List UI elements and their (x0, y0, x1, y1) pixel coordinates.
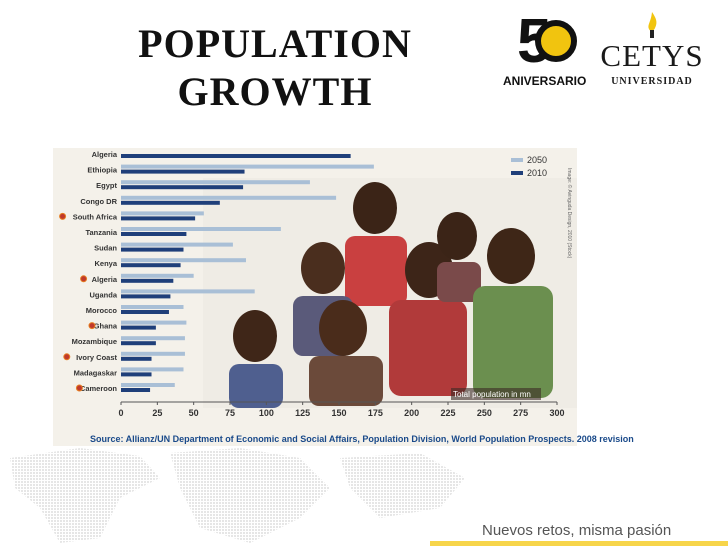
population-chart: Algeria Ethiopia Egypt Congo DR South Africa… (59, 150, 577, 418)
bar-2050-8 (121, 273, 194, 278)
category-label-10: Morocco (86, 306, 118, 315)
chart-panel: Algeria Ethiopia Egypt Congo DR South Africa… (53, 148, 577, 446)
bar-2050-2 (121, 180, 310, 185)
legend-label-2010: 2010 (527, 168, 547, 178)
tagline-bar (430, 541, 728, 546)
cetys-logo: CETYS UNIVERSIDAD (600, 10, 710, 90)
anniversary-logo: 5 ANIVERSARIO (503, 7, 595, 90)
bar-2050-10 (121, 305, 184, 309)
category-label-1: Ethiopia (87, 166, 117, 175)
x-tick-label-1: 25 (152, 408, 162, 418)
x-tick-label-3: 75 (225, 408, 235, 418)
bar-2050-14 (121, 367, 184, 372)
x-tick-label-9: 225 (440, 408, 455, 418)
category-label-14: Madagaskar (74, 368, 117, 377)
category-label-3: Congo DR (80, 197, 117, 206)
x-tick-label-6: 150 (331, 408, 346, 418)
anniversary-label: ANIVERSARIO (503, 74, 587, 88)
bar-2050-13 (121, 351, 185, 356)
bar-2010-3 (121, 200, 220, 205)
category-label-8: Algeria (92, 275, 118, 284)
bar-2010-5 (121, 232, 187, 236)
x-tick-label-7: 175 (368, 408, 383, 418)
bar-2050-11 (121, 320, 187, 325)
x-tick-label-11: 275 (513, 408, 528, 418)
bar-2010-6 (121, 247, 184, 252)
chart-category-labels: Algeria Ethiopia Egypt Congo DR South Africa… (59, 150, 118, 393)
bar-2050-12 (121, 336, 185, 341)
x-tick-label-0: 0 (118, 408, 123, 418)
bar-2010-11 (121, 325, 156, 330)
bar-2050-15 (121, 383, 175, 387)
x-tick-label-5: 125 (295, 408, 310, 418)
chart-bars (121, 154, 374, 392)
title-line-2: GROWTH (177, 69, 373, 114)
chart-legend: 2050 2010 (511, 155, 547, 178)
chart-x-tick-labels: 0 25 50 75 100 125 150 175 200 225 250 275 300 (118, 402, 565, 418)
bar-2050-6 (121, 242, 233, 247)
anniversary-circle-icon (535, 20, 577, 62)
bar-2010-7 (121, 263, 181, 268)
category-label-11: Ghana (94, 322, 118, 331)
chart-annotation: Total population in mn (453, 390, 531, 399)
slide-tagline: Nuevos retos, misma pasión (482, 522, 672, 539)
bar-2010-14 (121, 372, 152, 377)
x-tick-label-4: 100 (259, 408, 274, 418)
bar-2010-1 (121, 169, 245, 174)
bar-2010-15 (121, 388, 151, 392)
flag-icon-13 (63, 353, 71, 361)
bar-2050-5 (121, 227, 281, 231)
category-label-4: South Africa (73, 212, 118, 221)
category-label-15: Cameroon (80, 384, 118, 393)
world-map-decoration (10, 448, 465, 543)
flag-icon-11 (88, 322, 96, 330)
photo-credit: Image: © Avinguda Design, 2010 (Stock) (566, 168, 573, 259)
category-label-7: Kenya (94, 259, 117, 268)
annotation-backdrop (451, 388, 541, 400)
x-tick-label-8: 200 (404, 408, 419, 418)
flag-icon-8 (80, 275, 88, 283)
category-label-12: Mozambique (72, 337, 117, 346)
children-photo (203, 178, 577, 408)
university-subtitle: UNIVERSIDAD (611, 76, 693, 87)
university-name: CETYS (600, 38, 704, 73)
bar-2010-13 (121, 356, 152, 361)
flag-icon-4 (59, 212, 67, 220)
category-label-5: Tanzania (85, 228, 117, 237)
chart-source: Source: Allianz/UN Department of Economi… (90, 434, 634, 444)
bar-2010-2 (121, 185, 244, 190)
x-tick-label-10: 250 (477, 408, 492, 418)
title-line-1: POPULATION (138, 21, 412, 66)
flag-icon-15 (75, 384, 83, 392)
category-label-2: Egypt (96, 181, 117, 190)
bar-2010-4 (121, 216, 196, 221)
bar-2010-12 (121, 341, 156, 346)
bar-2010-9 (121, 294, 171, 299)
bar-2050-1 (121, 164, 374, 169)
flame-icon (648, 12, 657, 38)
category-label-13: Ivory Coast (76, 353, 117, 362)
bar-2050-9 (121, 289, 255, 294)
bar-2050-3 (121, 195, 337, 200)
bar-2010-10 (121, 310, 169, 314)
x-tick-label-2: 50 (189, 408, 199, 418)
bar-2010-0 (121, 154, 351, 158)
legend-swatch-2050 (511, 158, 523, 162)
bar-2010-8 (121, 278, 174, 283)
category-label-9: Uganda (89, 290, 117, 299)
slide-title: POPULATION GROWTH (110, 20, 440, 116)
legend-label-2050: 2050 (527, 155, 547, 165)
bar-2050-4 (121, 211, 204, 216)
bar-2050-7 (121, 258, 246, 263)
legend-swatch-2010 (511, 171, 523, 175)
category-label-6: Sudan (94, 244, 117, 253)
x-tick-label-12: 300 (549, 408, 564, 418)
category-label-0: Algeria (92, 150, 118, 159)
